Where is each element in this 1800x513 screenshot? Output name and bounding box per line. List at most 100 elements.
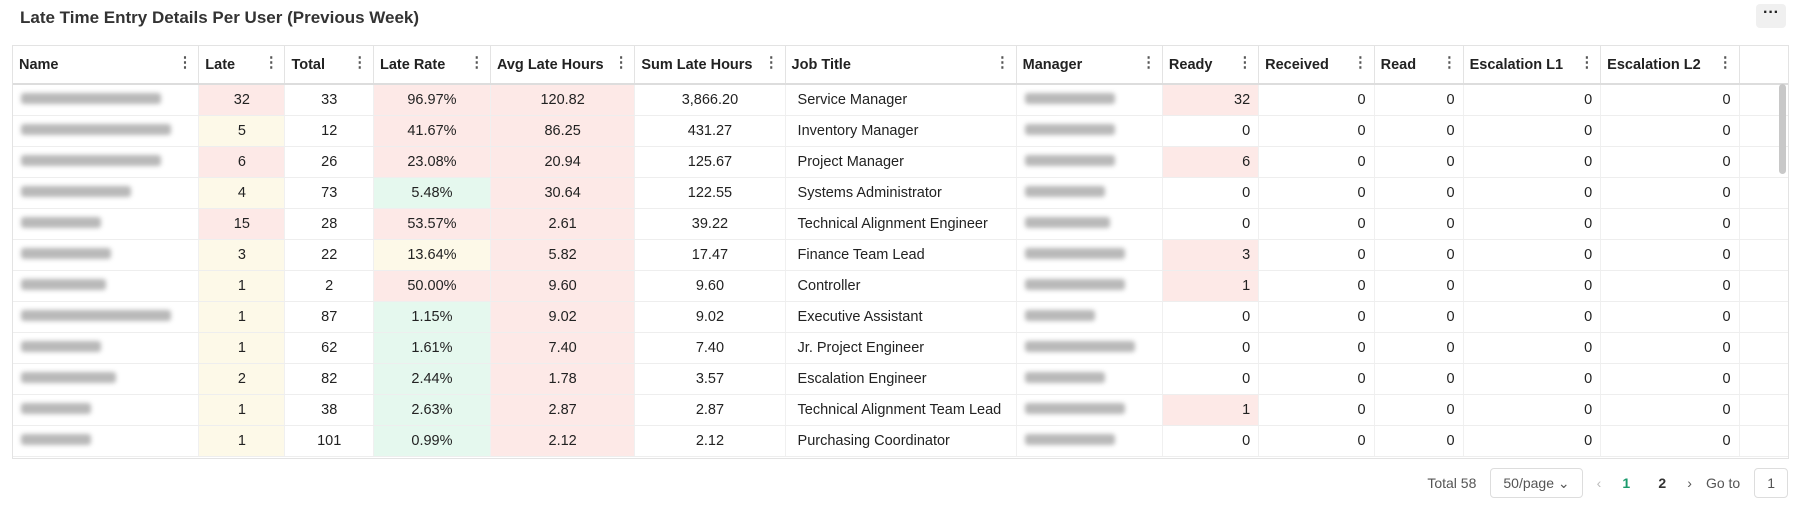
table-cell: 2.87 (634, 394, 786, 426)
table-cell: 20.94 (490, 146, 636, 178)
cell-text: 86.25 (544, 123, 581, 139)
column-menu[interactable]: ⋮ (1237, 55, 1253, 71)
column-menu[interactable]: ⋮ (1353, 55, 1368, 71)
table-cell: 0 (1600, 394, 1740, 426)
table-cell: 431.27 (634, 115, 786, 147)
table-cell: Systems Administrator (785, 177, 1017, 209)
table-cell (13, 332, 200, 364)
table-grid: Name ⋮ Late ⋮ Total ⋮ Late Rate ⋮ Avg Late Hours… (12, 45, 1789, 459)
redacted-text (1024, 372, 1105, 383)
goto-input[interactable]: 1 (1754, 468, 1788, 498)
page-number[interactable]: 1 (1622, 475, 1631, 491)
column-header: Escalation L2 ⋮ (1600, 46, 1740, 85)
scroll-gutter (1739, 177, 1788, 209)
table-cell: 0 (1374, 270, 1464, 302)
cell-text: 3.57 (695, 371, 725, 387)
table-cell (1016, 208, 1163, 240)
redacted-text (1024, 434, 1115, 445)
cell-text: Jr. Project Engineer (797, 340, 925, 356)
redacted-text (21, 341, 101, 352)
prev-page[interactable]: ‹ (1596, 475, 1602, 491)
redacted-text (21, 217, 101, 228)
cell-text: 2.12 (548, 433, 577, 449)
cell-text: 9.02 (695, 309, 725, 325)
cell-text: 3 (1242, 247, 1251, 263)
column-menu[interactable]: ⋮ (1579, 55, 1595, 71)
cell-text: 2.63% (411, 402, 453, 418)
table-cell: 2.12 (634, 425, 786, 457)
column-menu[interactable]: ⋮ (995, 55, 1010, 71)
redacted-text (1024, 124, 1115, 135)
redacted-text (1024, 186, 1105, 197)
table-cell: 3 (198, 239, 286, 271)
cell-text: 4 (237, 185, 246, 201)
column-menu[interactable]: ⋮ (1442, 55, 1457, 71)
column-menu[interactable]: ⋮ (177, 55, 193, 71)
cell-text: 120.82 (540, 92, 585, 108)
table-cell: 0 (1600, 208, 1740, 240)
table-cell: 1.61% (373, 332, 491, 364)
table-cell: 125.67 (634, 146, 786, 178)
cell-text: 15 (233, 216, 250, 232)
table-cell: 0 (1463, 301, 1602, 333)
cell-text: 0 (1584, 371, 1593, 387)
cell-text: 0 (1722, 340, 1731, 356)
column-menu[interactable]: ⋮ (613, 55, 629, 71)
column-menu[interactable]: ⋮ (263, 55, 279, 71)
cell-text: 1.61% (411, 340, 453, 356)
next-page[interactable]: › (1687, 475, 1692, 491)
cell-text: 0 (1242, 371, 1251, 387)
table-cell (1016, 270, 1163, 302)
table-cell: 1 (198, 332, 286, 364)
cell-text: 0 (1584, 154, 1593, 170)
table-row: 1 2 50.00% 9.60 9.60 Controller 1 0 0 0 0 (13, 270, 1788, 302)
table-row: 3 22 13.64% 5.82 17.47 Finance Team Lead 3 0 0 0 0 (13, 239, 1788, 271)
page-size-select[interactable]: 50/page ⌄ (1490, 468, 1583, 498)
cell-text: 0 (1584, 123, 1593, 139)
table-cell: 0 (1600, 115, 1740, 147)
column-label: Avg Late Hours (496, 56, 604, 73)
table-cell: 9.60 (490, 270, 636, 302)
column-header: Sum Late Hours ⋮ (634, 46, 786, 85)
cell-text: 0 (1357, 371, 1366, 387)
table-cell: 0 (1162, 332, 1260, 364)
cell-text: 33 (321, 92, 338, 108)
column-menu[interactable]: ⋮ (469, 55, 484, 71)
cell-text: 1.15% (411, 309, 453, 325)
cell-text: 1 (237, 433, 246, 449)
cell-text: 0 (1446, 278, 1455, 294)
scrollbar[interactable] (1779, 84, 1786, 174)
table-cell: 0 (1374, 332, 1464, 364)
cell-text: 20.94 (544, 154, 581, 170)
cell-text: 26 (321, 154, 338, 170)
redacted-text (1024, 93, 1115, 104)
column-menu[interactable]: ⋮ (1718, 55, 1733, 71)
table-cell: 0 (1463, 363, 1602, 395)
cell-text: 0 (1722, 371, 1731, 387)
table-cell: 0 (1162, 115, 1260, 147)
more-menu[interactable]: ··· (1756, 4, 1786, 28)
cell-text: 32 (233, 92, 250, 108)
column-menu[interactable]: ⋮ (764, 55, 779, 71)
cell-text: 125.67 (687, 154, 733, 170)
column-menu[interactable]: ⋮ (1141, 55, 1156, 71)
cell-text: 23.08% (407, 154, 457, 170)
table-cell: 22 (284, 239, 374, 271)
page-number[interactable]: 2 (1658, 475, 1667, 491)
redacted-text (1024, 279, 1125, 290)
cell-text: 0.99% (411, 433, 453, 449)
column-header: Ready ⋮ (1162, 46, 1260, 85)
redacted-text (21, 124, 171, 135)
table-cell (1016, 363, 1163, 395)
cell-text: 82 (321, 371, 338, 387)
table-cell: 26 (284, 146, 374, 178)
cell-text: Escalation Engineer (797, 371, 927, 387)
table-cell: 0 (1463, 146, 1602, 178)
table-cell: 0 (1600, 84, 1740, 116)
column-label: Sum Late Hours (641, 56, 753, 73)
table-cell: Purchasing Coordinator (785, 425, 1017, 457)
table-cell: 0 (1374, 394, 1464, 426)
column-menu[interactable]: ⋮ (352, 55, 367, 71)
table-cell: 33 (284, 84, 374, 116)
table-cell: 0 (1258, 84, 1375, 116)
